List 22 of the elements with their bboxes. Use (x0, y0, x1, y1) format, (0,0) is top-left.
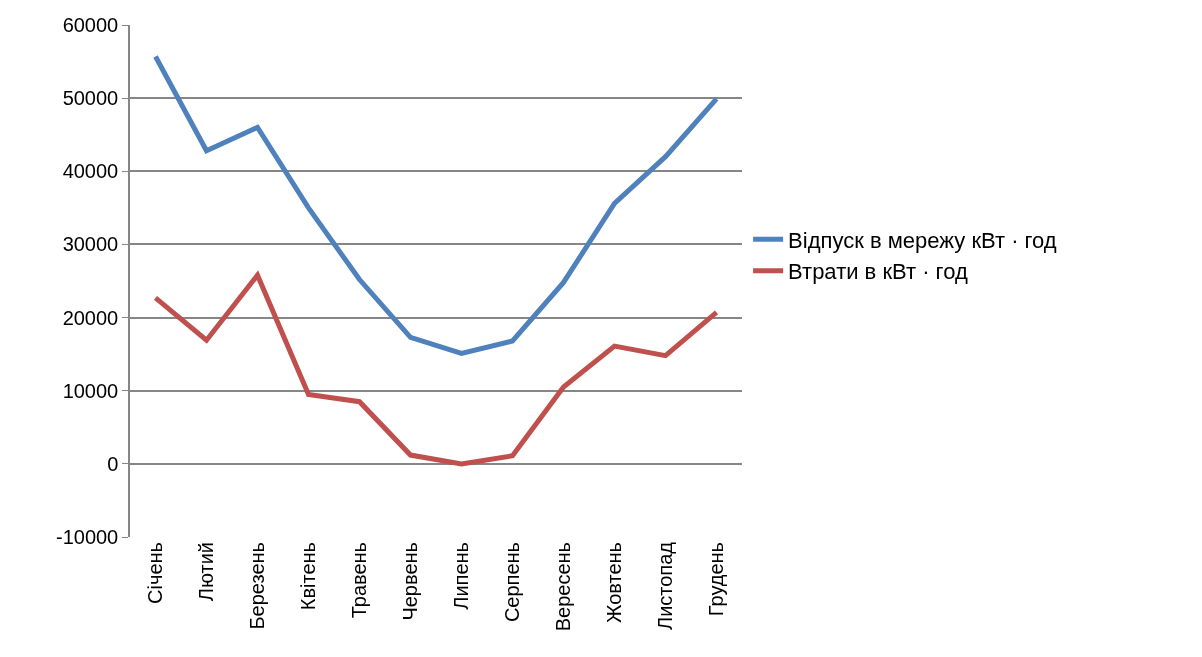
y-tick-label: 10000 (62, 379, 119, 402)
x-tick-label: Лютий (195, 542, 217, 602)
y-tick-label: 40000 (62, 160, 119, 183)
x-tick-label: Серпень (501, 542, 523, 623)
y-tick-label: 0 (107, 452, 119, 475)
x-tick-label: Квітень (297, 542, 319, 611)
x-tick-label: Червень (399, 542, 421, 621)
y-tick-label: -10000 (55, 526, 119, 548)
y-tick-label: 30000 (62, 233, 119, 256)
x-tick-label: Січень (144, 542, 166, 604)
x-tick-label: Травень (348, 542, 370, 619)
x-tick-label: Грудень (705, 542, 727, 617)
x-tick-label: Березень (246, 542, 268, 630)
x-tick-label: Листопад (654, 541, 676, 630)
x-tick-label: Жовтень (603, 542, 625, 624)
x-tick-label: Липень (450, 542, 472, 610)
x-tick-label: Вересень (552, 542, 574, 632)
y-tick-label: 20000 (62, 306, 119, 329)
legend-label: Втрати в кВт · год (788, 259, 968, 285)
legend-label: Відпуск в мережу кВт · год (788, 227, 1057, 253)
y-tick-label: 50000 (62, 87, 119, 110)
y-tick-label: 60000 (62, 14, 119, 36)
